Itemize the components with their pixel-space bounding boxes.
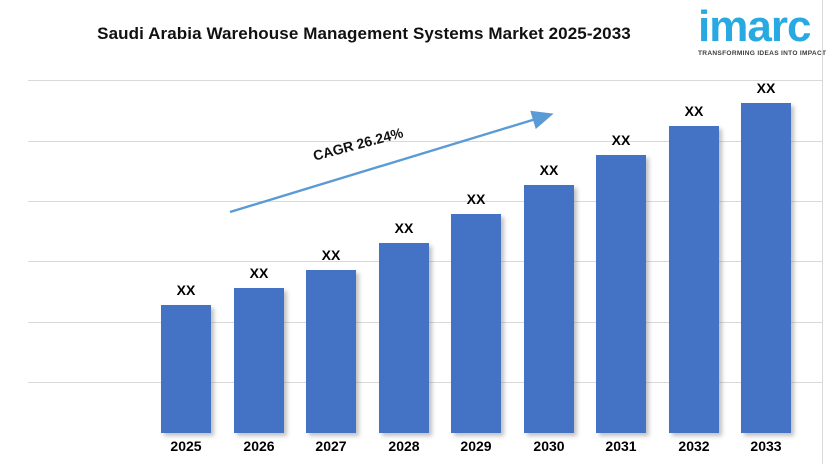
year-label-2026: 2026 xyxy=(243,438,275,454)
bar-2026 xyxy=(234,288,284,433)
value-label-2031: XX xyxy=(611,132,631,148)
bar-2032 xyxy=(669,126,719,433)
plot-right-border xyxy=(822,0,823,464)
year-label-2028: 2028 xyxy=(388,438,420,454)
year-label-2027: 2027 xyxy=(315,438,347,454)
value-label-2027: XX xyxy=(321,247,341,263)
cagr-annotation: CAGR 26.24% xyxy=(311,124,405,164)
value-label-2025: XX xyxy=(176,282,196,298)
bar-2027 xyxy=(306,270,356,433)
value-label-2029: XX xyxy=(466,191,486,207)
value-label-2028: XX xyxy=(394,220,414,236)
value-label-2030: XX xyxy=(539,162,559,178)
year-label-2030: 2030 xyxy=(533,438,565,454)
year-label-2029: 2029 xyxy=(460,438,492,454)
bar-2029 xyxy=(451,214,501,433)
year-label-2025: 2025 xyxy=(170,438,202,454)
bar-2030 xyxy=(524,185,574,433)
year-label-2033: 2033 xyxy=(750,438,782,454)
value-label-2032: XX xyxy=(684,103,704,119)
year-label-2031: 2031 xyxy=(605,438,637,454)
gridline xyxy=(28,80,822,81)
bar-2025 xyxy=(161,305,211,433)
chart-title: Saudi Arabia Warehouse Management System… xyxy=(97,24,631,43)
bar-2031 xyxy=(596,155,646,433)
imarc-logo: imarc TRANSFORMING IDEAS INTO IMPACT xyxy=(698,2,827,58)
value-label-2026: XX xyxy=(249,265,269,281)
year-label-2032: 2032 xyxy=(678,438,710,454)
imarc-logo-tagline: TRANSFORMING IDEAS INTO IMPACT xyxy=(698,50,827,57)
value-label-2033: XX xyxy=(756,80,776,96)
imarc-logo-wordmark: imarc xyxy=(698,2,811,51)
bar-2028 xyxy=(379,243,429,433)
bar-2033 xyxy=(741,103,791,433)
